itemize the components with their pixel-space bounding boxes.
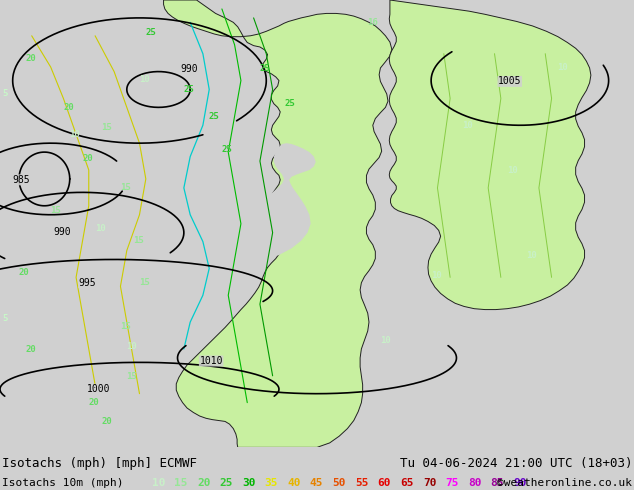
Text: 15: 15 xyxy=(133,236,143,245)
Text: 5: 5 xyxy=(3,90,8,98)
Text: Isotachs 10m (mph): Isotachs 10m (mph) xyxy=(2,478,124,488)
Text: 10: 10 xyxy=(152,478,165,488)
Text: 15: 15 xyxy=(120,182,131,192)
Text: 10: 10 xyxy=(70,130,80,139)
Text: 1005: 1005 xyxy=(498,76,522,86)
Text: 10: 10 xyxy=(558,63,568,72)
Text: 1010: 1010 xyxy=(199,356,223,366)
Text: Isotachs (mph) [mph] ECMWF: Isotachs (mph) [mph] ECMWF xyxy=(2,457,197,470)
Text: Tu 04-06-2024 21:00 UTC (18+03): Tu 04-06-2024 21:00 UTC (18+03) xyxy=(399,457,632,470)
Text: 995: 995 xyxy=(79,278,96,288)
Text: 20: 20 xyxy=(19,269,29,277)
Text: 10: 10 xyxy=(463,121,473,130)
Text: 5: 5 xyxy=(3,314,8,323)
Text: 985: 985 xyxy=(12,175,30,185)
Text: 10: 10 xyxy=(507,166,517,174)
Text: 15: 15 xyxy=(51,206,61,215)
Text: 75: 75 xyxy=(445,478,459,488)
Text: 60: 60 xyxy=(378,478,391,488)
Text: 15: 15 xyxy=(127,372,137,381)
Text: 15: 15 xyxy=(139,278,150,287)
Text: 85: 85 xyxy=(491,478,504,488)
Text: 65: 65 xyxy=(400,478,414,488)
Text: 10: 10 xyxy=(95,223,105,233)
Text: 20: 20 xyxy=(25,345,36,354)
Text: 30: 30 xyxy=(242,478,256,488)
Text: 25: 25 xyxy=(222,146,232,154)
Text: 990: 990 xyxy=(180,64,198,74)
Text: 1000: 1000 xyxy=(86,384,110,394)
Text: 90: 90 xyxy=(513,478,527,488)
Text: 15: 15 xyxy=(101,123,112,132)
Polygon shape xyxy=(389,0,591,310)
Polygon shape xyxy=(164,0,392,447)
Text: 25: 25 xyxy=(285,99,295,108)
Text: 20: 20 xyxy=(197,478,210,488)
Text: 20: 20 xyxy=(25,54,36,63)
Text: 20: 20 xyxy=(101,417,112,426)
Text: 50: 50 xyxy=(332,478,346,488)
Text: 10: 10 xyxy=(526,250,536,260)
Text: 10: 10 xyxy=(139,74,150,84)
Text: 40: 40 xyxy=(287,478,301,488)
Text: 25: 25 xyxy=(260,64,270,73)
Text: 15: 15 xyxy=(174,478,188,488)
Text: 20: 20 xyxy=(82,154,93,163)
Text: 16: 16 xyxy=(368,18,378,27)
Text: 10: 10 xyxy=(127,342,137,351)
Text: 25: 25 xyxy=(209,112,219,121)
Text: 25: 25 xyxy=(184,85,194,94)
Text: 20: 20 xyxy=(89,398,99,407)
Text: 15: 15 xyxy=(120,322,131,331)
Text: 45: 45 xyxy=(310,478,323,488)
Text: 35: 35 xyxy=(264,478,278,488)
Text: 70: 70 xyxy=(423,478,436,488)
Text: 55: 55 xyxy=(355,478,368,488)
Text: ©weatheronline.co.uk: ©weatheronline.co.uk xyxy=(497,478,632,488)
Text: 20: 20 xyxy=(63,103,74,112)
Text: 25: 25 xyxy=(219,478,233,488)
Text: 10: 10 xyxy=(431,270,441,280)
Text: 25: 25 xyxy=(146,28,156,37)
Text: 990: 990 xyxy=(53,227,71,237)
Text: 80: 80 xyxy=(468,478,481,488)
Polygon shape xyxy=(261,143,316,260)
Text: 10: 10 xyxy=(380,336,391,344)
